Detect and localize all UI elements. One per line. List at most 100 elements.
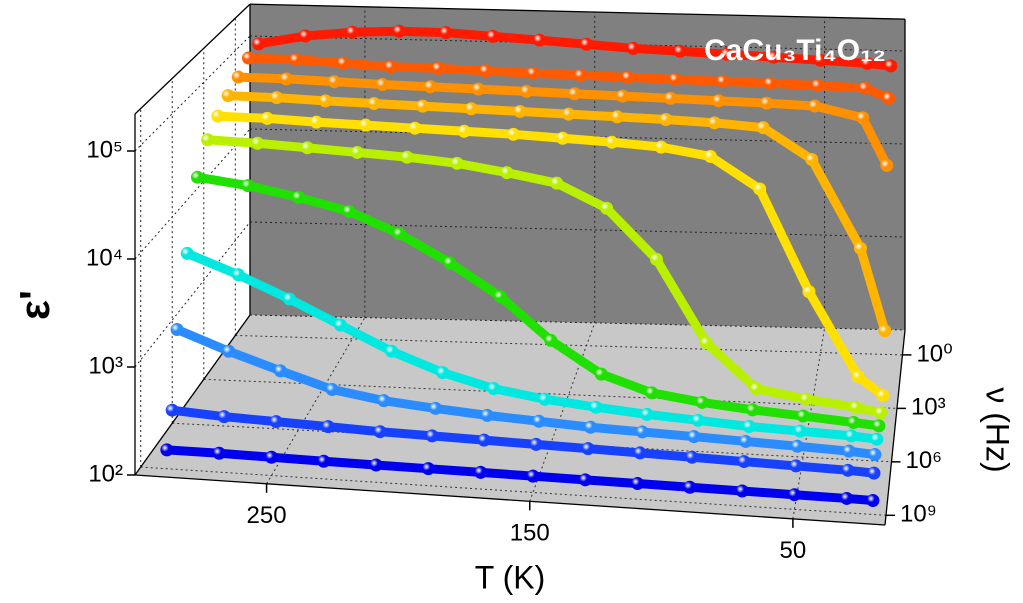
data-point <box>868 448 882 462</box>
data-point <box>805 153 819 167</box>
data-point <box>423 80 437 94</box>
grid-line <box>249 221 906 238</box>
data-point <box>789 459 803 473</box>
box-edge <box>249 3 906 20</box>
data-point <box>436 366 450 380</box>
grid-line <box>266 317 366 485</box>
grid-line <box>529 322 596 502</box>
data-point <box>180 246 194 260</box>
data-point <box>327 75 341 89</box>
data-point <box>796 409 810 423</box>
x-tick-label: 150 <box>510 520 550 547</box>
data-point <box>421 462 435 476</box>
x-tick-label: 250 <box>247 502 287 529</box>
data-point <box>640 407 654 421</box>
data-point <box>392 227 406 241</box>
chart-title: CaCu₃Ti₄O₁₂ <box>704 34 886 67</box>
data-point <box>318 94 332 108</box>
data-point <box>860 56 874 70</box>
data-point <box>695 395 709 409</box>
data-point <box>802 285 816 299</box>
grid-line <box>134 35 251 152</box>
grid-line <box>134 221 251 368</box>
data-point <box>538 392 552 406</box>
data-point <box>506 127 520 141</box>
data-point <box>425 429 439 443</box>
data-point <box>384 60 398 74</box>
data-point <box>568 87 582 101</box>
data-point <box>350 145 364 159</box>
data-point <box>884 59 898 73</box>
data-point <box>309 115 323 129</box>
data-point <box>264 450 278 464</box>
data-point <box>616 89 630 103</box>
data-point <box>526 469 540 483</box>
data-point <box>513 104 527 118</box>
data-point <box>416 99 430 113</box>
data-point <box>664 91 678 105</box>
data-point <box>260 111 274 125</box>
data-point <box>317 454 331 468</box>
data-point <box>737 455 751 469</box>
data-point <box>853 241 867 255</box>
data-point <box>443 256 457 270</box>
data-point <box>847 415 861 429</box>
data-point <box>708 116 722 130</box>
data-point <box>471 82 485 96</box>
data-point <box>289 53 303 67</box>
data-point <box>787 488 801 502</box>
x-axis-title: T (K) <box>475 559 546 595</box>
data-point <box>712 94 726 108</box>
data-point <box>479 64 493 78</box>
plot-area <box>160 24 898 507</box>
data-point <box>299 29 313 43</box>
data-point <box>720 47 734 61</box>
data-point <box>763 76 777 90</box>
data-point <box>291 190 305 204</box>
data-point <box>345 25 359 39</box>
data-point <box>673 44 687 58</box>
data-point <box>439 26 453 40</box>
data-point <box>749 382 763 396</box>
data-point <box>273 364 287 378</box>
data-point <box>790 439 804 453</box>
data-point <box>325 382 339 396</box>
data-point <box>222 344 236 358</box>
y-tick-label: 10² <box>88 460 123 487</box>
data-point <box>211 109 225 123</box>
data-point <box>431 61 445 75</box>
data-point <box>767 50 781 64</box>
data-point <box>556 131 570 145</box>
box-edge <box>134 3 251 115</box>
data-point <box>633 446 647 460</box>
data-point <box>457 124 471 138</box>
data-point <box>849 400 863 414</box>
grid-line <box>235 334 903 356</box>
data-point <box>464 102 478 116</box>
data-point <box>872 419 886 433</box>
data-point <box>579 37 593 51</box>
y-tick-label: 10⁴ <box>86 244 123 271</box>
data-point <box>840 491 854 505</box>
data-point <box>231 70 245 84</box>
grid-line <box>249 314 906 331</box>
data-point <box>858 81 872 95</box>
data-point <box>867 466 881 480</box>
data-point <box>533 33 547 47</box>
data-point <box>703 149 717 163</box>
data-point <box>429 401 443 415</box>
box-edge <box>134 314 251 476</box>
data-point <box>876 388 890 402</box>
data-point <box>844 429 858 443</box>
data-point <box>645 386 659 400</box>
data-point <box>221 89 235 103</box>
data-point <box>486 29 500 43</box>
data-point <box>500 166 514 180</box>
grid-line <box>249 128 906 145</box>
data-point <box>392 24 406 38</box>
data-point <box>635 425 649 439</box>
data-point <box>487 382 501 396</box>
data-point <box>716 74 730 88</box>
data-point <box>369 458 383 472</box>
